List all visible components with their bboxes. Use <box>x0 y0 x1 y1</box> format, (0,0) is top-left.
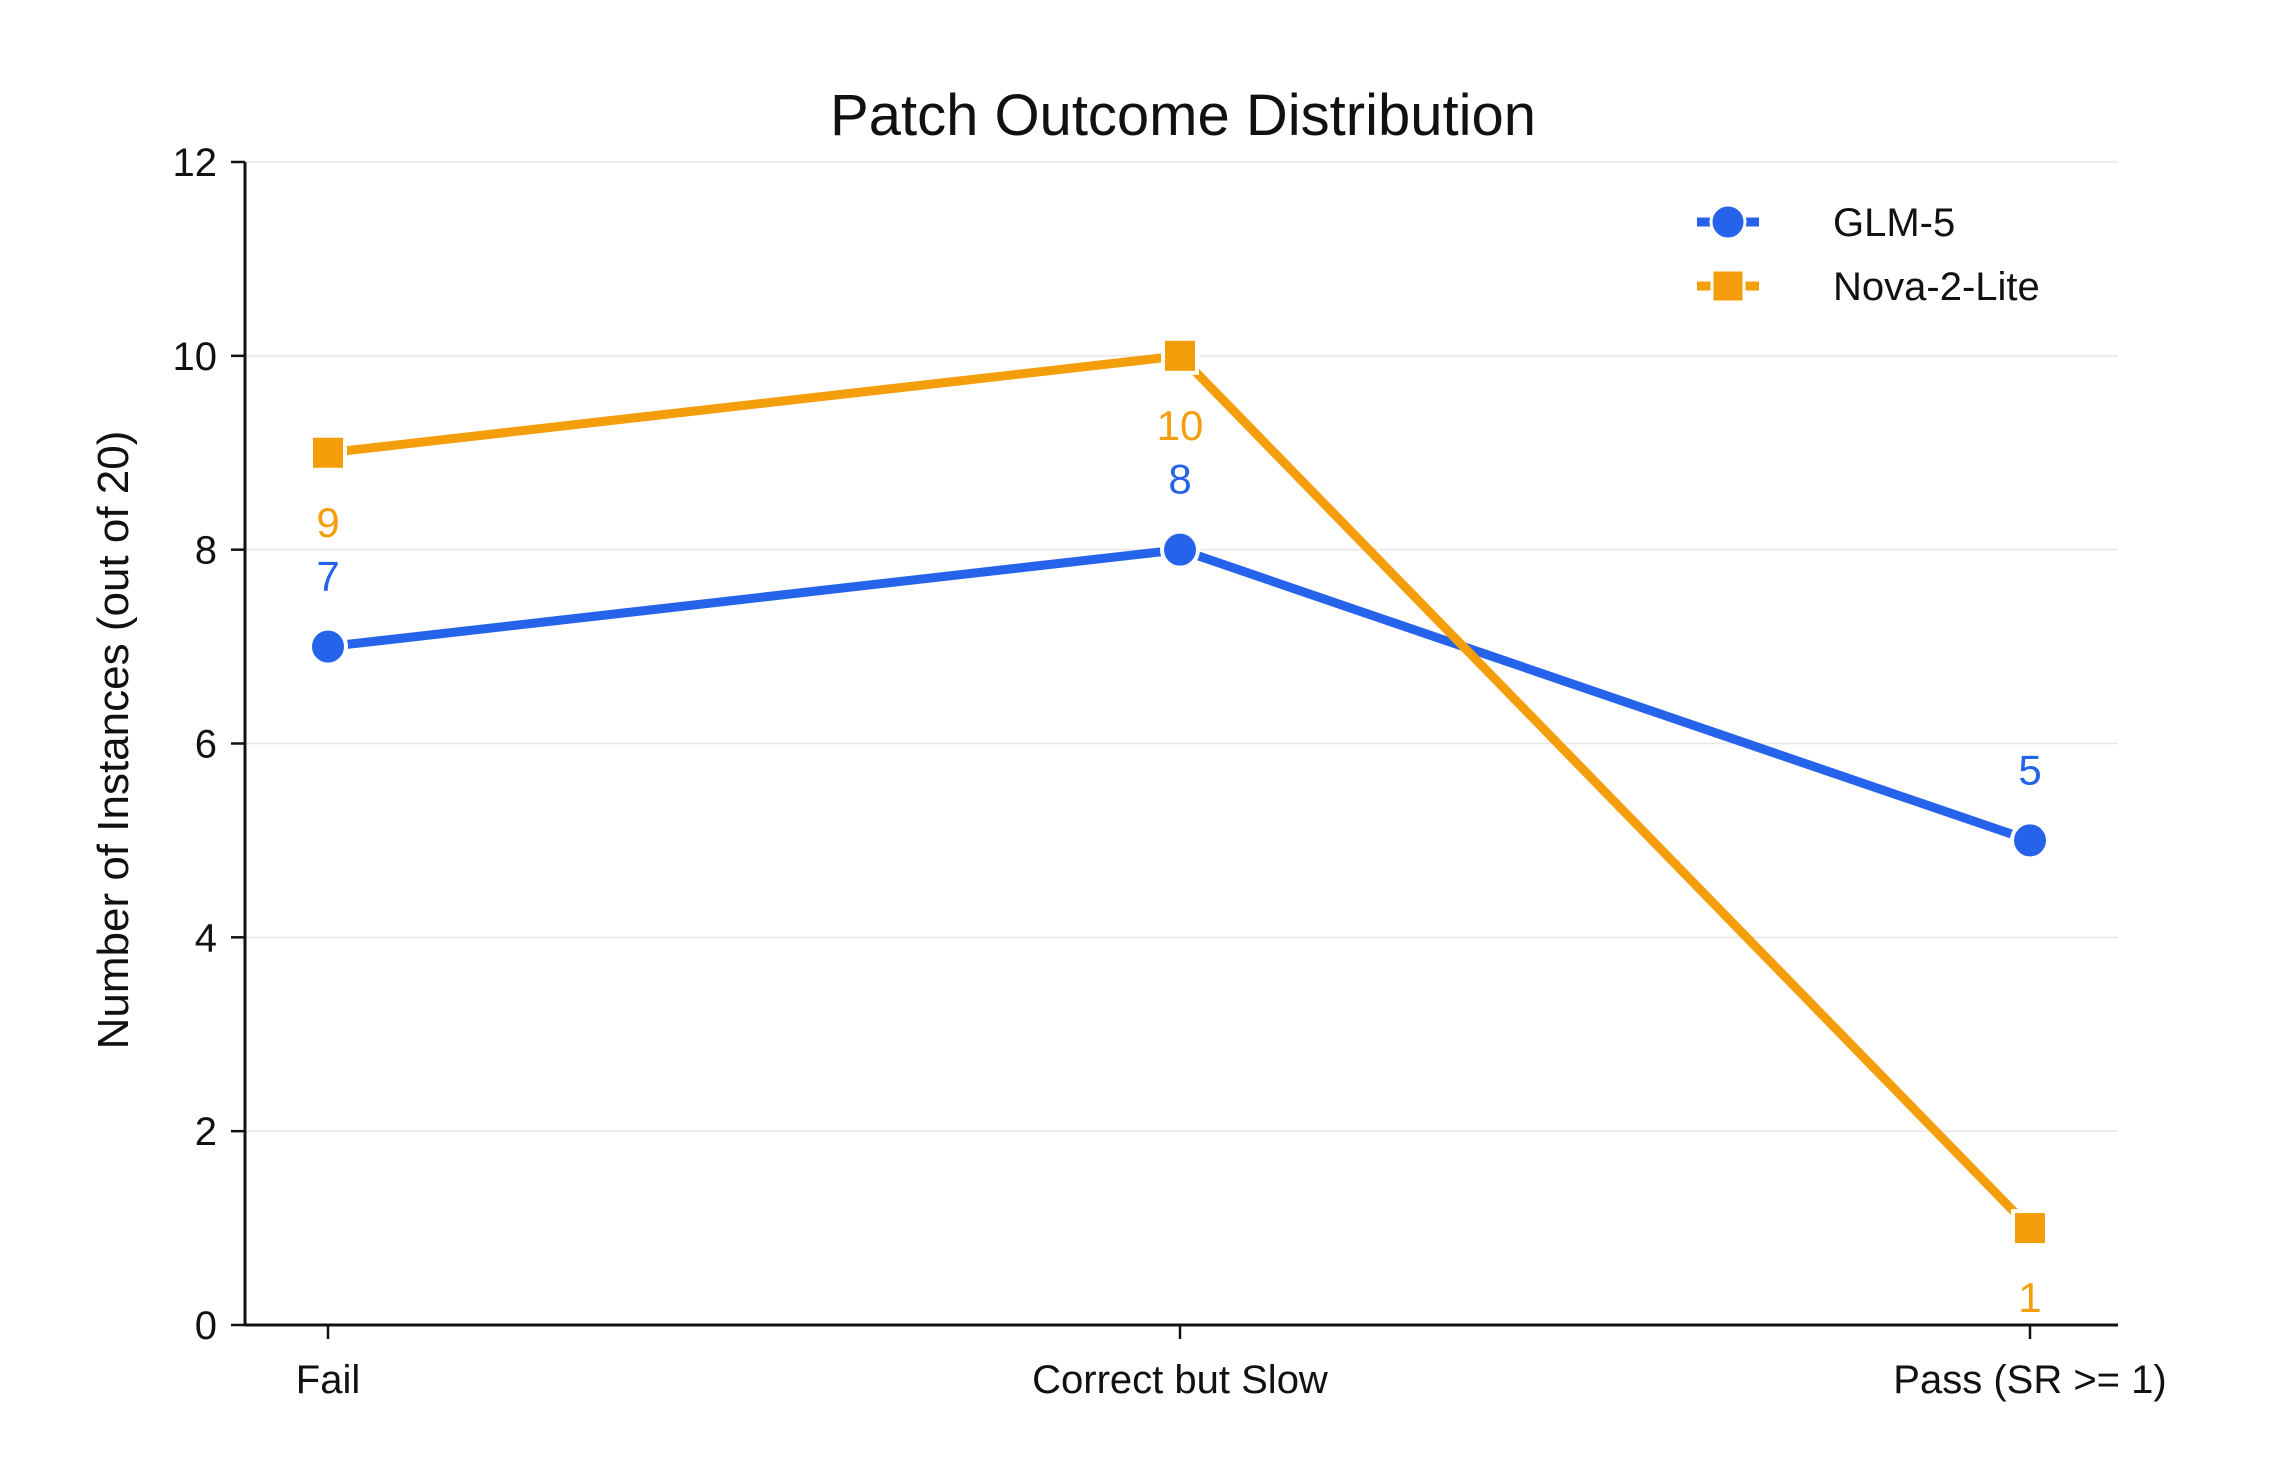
data-label: 7 <box>316 553 339 600</box>
legend-marker <box>1710 268 1746 304</box>
data-point <box>1160 529 1200 570</box>
data-label: 8 <box>1168 456 1191 503</box>
x-tick-label: Pass (SR >= 1) <box>1893 1358 2166 1402</box>
legend-label: Nova-2-Lite <box>1833 265 2040 309</box>
series-line-glm-5 <box>327 545 2032 845</box>
data-point <box>308 626 348 667</box>
y-tick-label: 8 <box>195 529 217 573</box>
y-tick-label: 6 <box>195 723 217 767</box>
axes-layer: 0 2 4 6 8 10 12 Fail Correct but Slow Pass (SR >=… <box>173 141 2167 1402</box>
y-tick-label: 12 <box>173 141 218 185</box>
series-layer <box>308 336 2050 1248</box>
y-tick-label: 2 <box>195 1110 217 1154</box>
y-tick-label: 4 <box>195 916 217 960</box>
chart-title: Patch Outcome Distribution <box>830 83 1536 148</box>
data-label: 9 <box>316 499 339 546</box>
legend: GLM-5 Nova-2-Lite <box>1697 201 2040 309</box>
data-label: 5 <box>2018 746 2041 793</box>
data-label: 10 <box>1157 402 1204 449</box>
x-tick-label: Fail <box>296 1358 360 1402</box>
data-point <box>2010 820 2050 861</box>
labels-layer: 7 8 5 9 10 1 <box>316 402 2041 1321</box>
data-label: 1 <box>2018 1274 2041 1321</box>
data-point <box>309 433 347 472</box>
data-point <box>1161 336 1199 375</box>
x-tick-label: Correct but Slow <box>1032 1358 1328 1402</box>
y-axis-label: Number of Instances (out of 20) <box>89 431 138 1050</box>
data-point <box>2011 1209 2049 1248</box>
legend-label: GLM-5 <box>1833 201 1955 245</box>
y-tick-label: 10 <box>173 335 218 379</box>
y-tick-label: 0 <box>195 1304 217 1348</box>
legend-marker <box>1709 203 1747 241</box>
